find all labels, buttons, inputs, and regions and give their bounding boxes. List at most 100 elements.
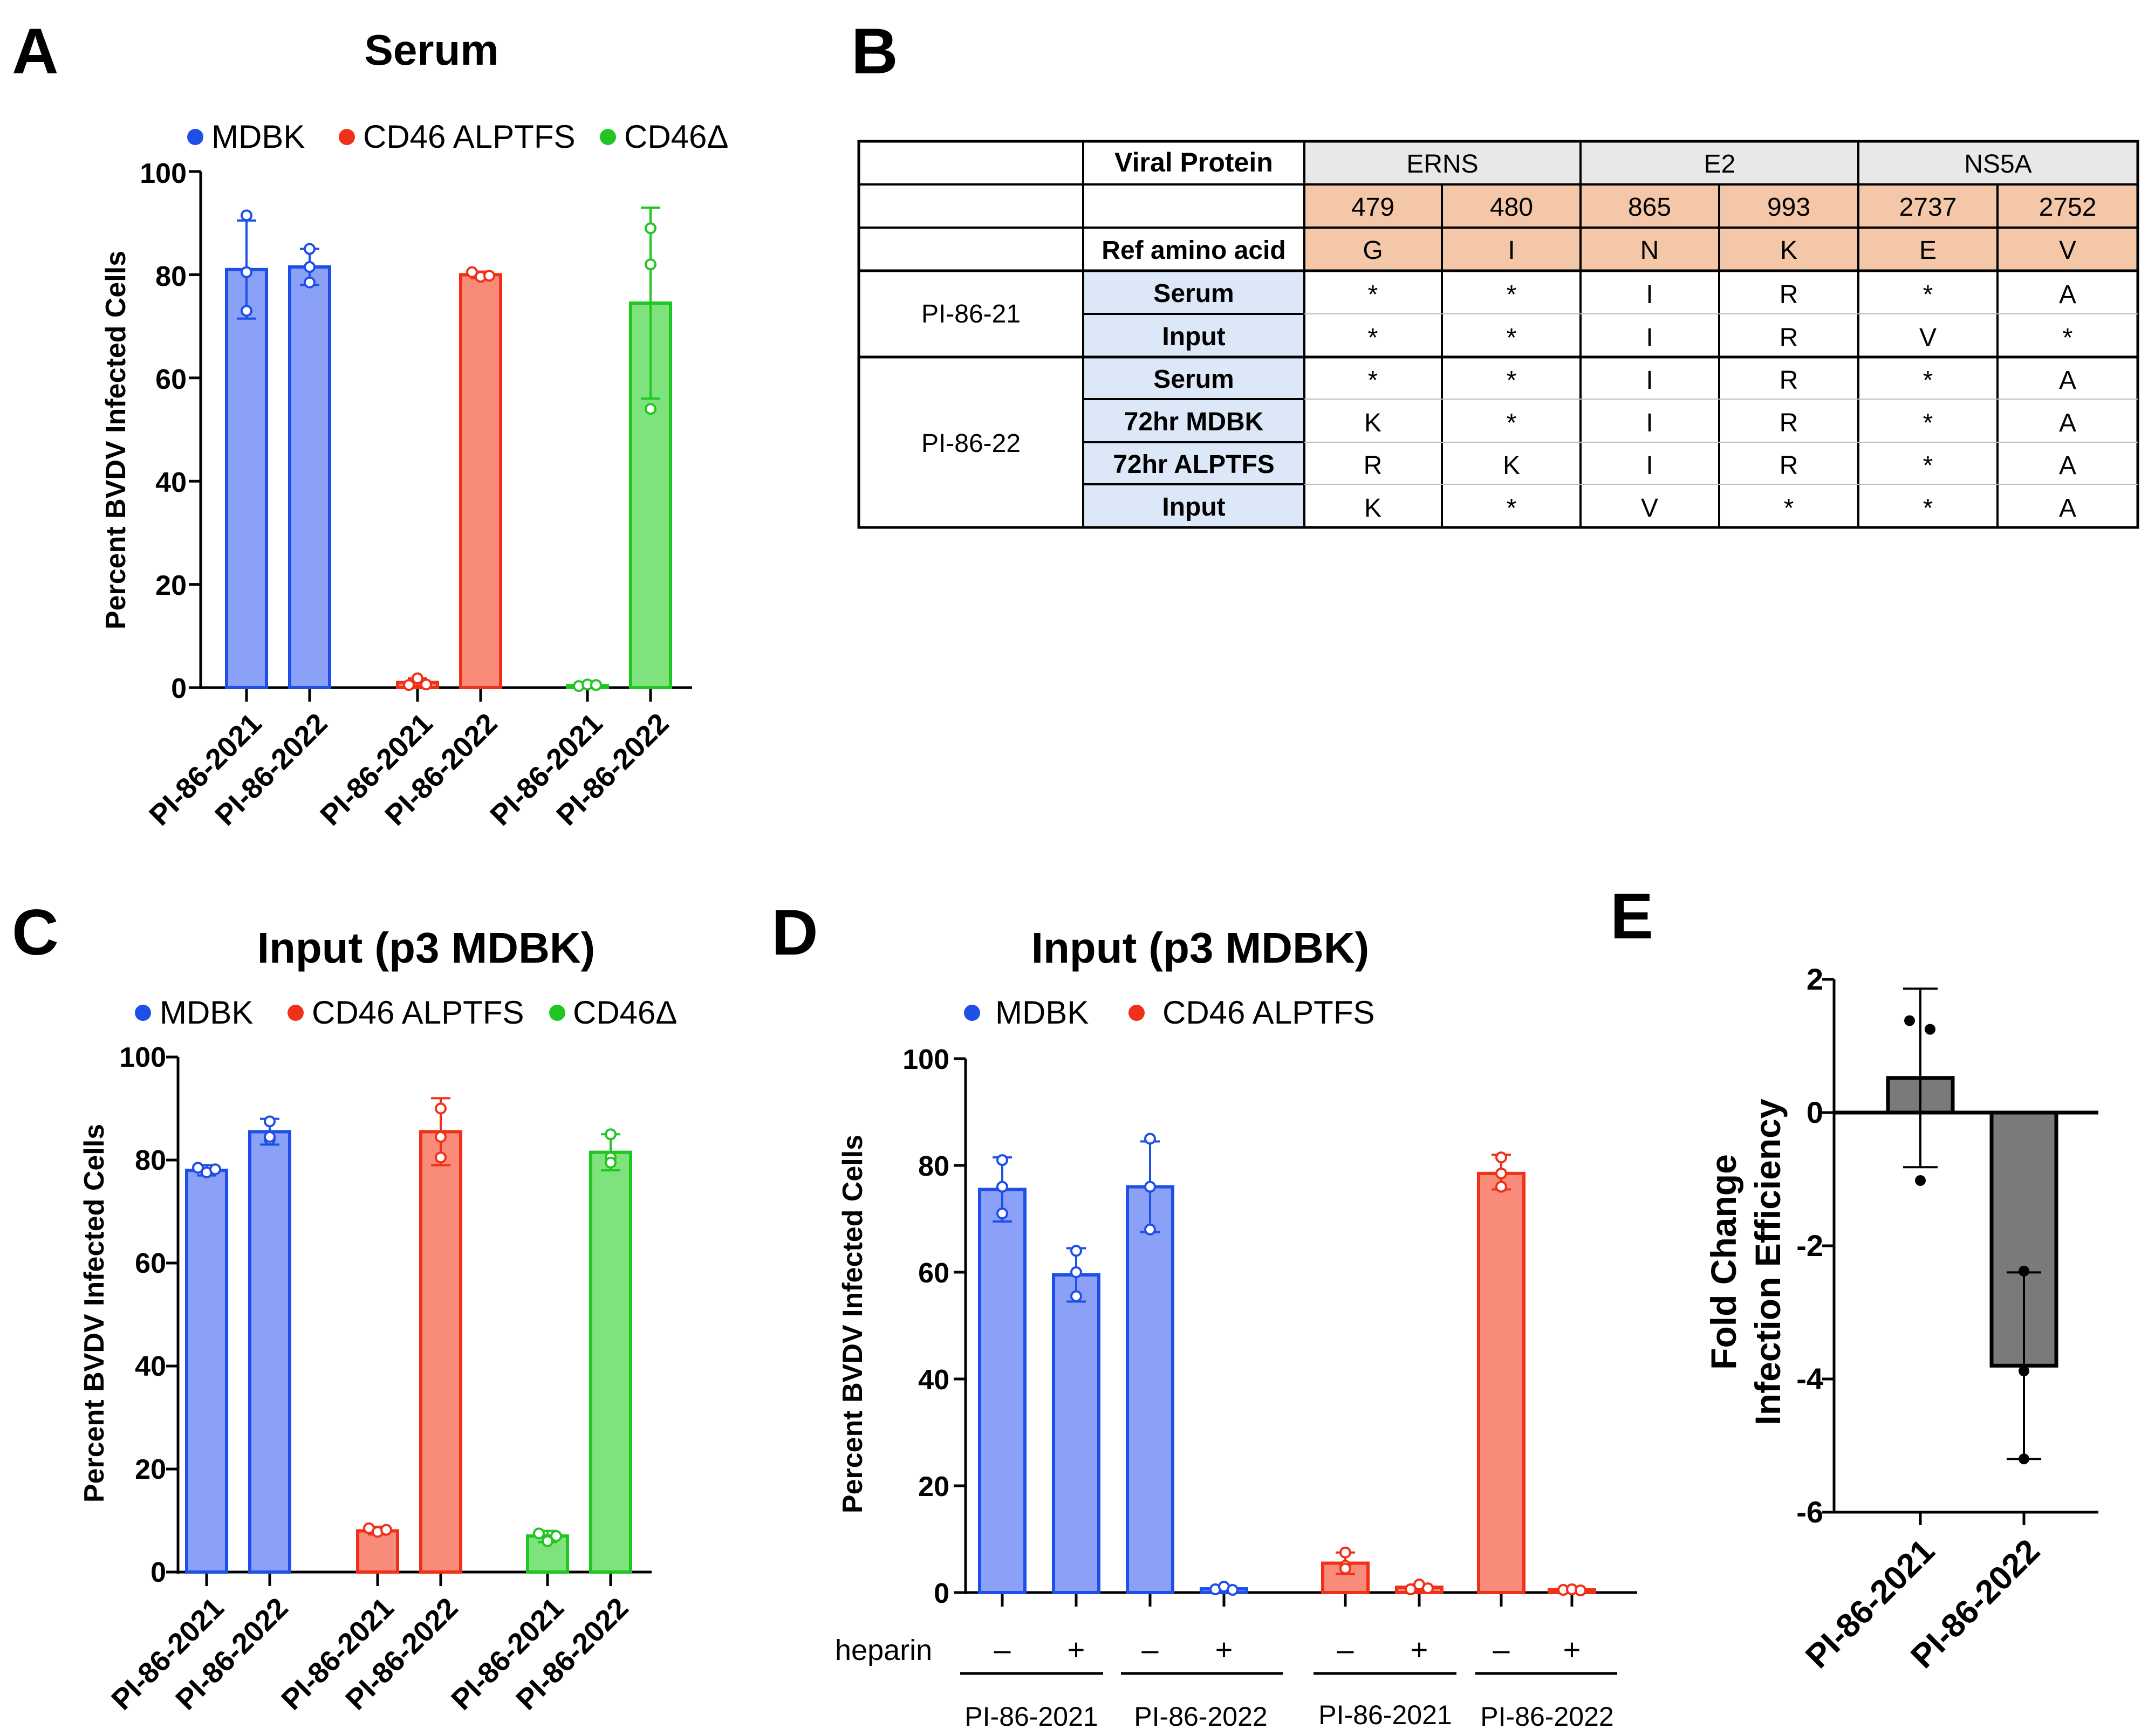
table-row: Input * * I R V * xyxy=(1162,323,2072,352)
data-point xyxy=(2019,1366,2029,1377)
data-point xyxy=(304,276,316,289)
legend-marker-mdbk xyxy=(187,129,203,145)
panel-a-title: Serum xyxy=(365,26,499,74)
table-cell: * xyxy=(1368,366,1378,395)
table-cell: K xyxy=(1364,494,1381,523)
bar xyxy=(419,1130,462,1574)
data-point xyxy=(605,1156,617,1169)
y-tick-label: 40 xyxy=(918,1364,949,1396)
table-cell: K xyxy=(1364,409,1381,437)
y-tick-label: -6 xyxy=(1796,1495,1823,1529)
panel-e-plot-area xyxy=(1822,978,2098,1525)
sample-label: Input xyxy=(1162,323,1225,351)
y-tick-label: 100 xyxy=(902,1044,949,1075)
data-point xyxy=(996,1181,1008,1193)
data-point xyxy=(542,1535,553,1547)
table-cell: R xyxy=(1364,451,1383,480)
bar xyxy=(225,267,268,689)
ref-amino-acid-label: Ref amino acid xyxy=(1102,236,1285,265)
y-tick-label: 60 xyxy=(155,364,187,395)
group-label: PI-86-2022 xyxy=(1480,1701,1613,1732)
legend-marker-cd46-alptfs xyxy=(1128,1005,1145,1021)
table-row: Serum * * I R * A xyxy=(1153,365,2076,395)
table-cell: * xyxy=(1507,280,1517,309)
legend-marker-cd46-delta xyxy=(549,1005,565,1021)
y-tick-label: 100 xyxy=(140,158,187,189)
table-cell: I xyxy=(1646,409,1653,437)
y-tick-label: 0 xyxy=(171,673,187,704)
panel-letter-a: A xyxy=(12,15,59,87)
protein-header: ERNS xyxy=(1406,150,1478,179)
table-cell: * xyxy=(1507,324,1517,352)
data-point xyxy=(304,261,316,273)
legend-label-cd46-delta: CD46Δ xyxy=(573,994,677,1031)
ref-value: N xyxy=(1640,236,1659,265)
ref-value: V xyxy=(2059,236,2076,265)
y-tick-label: -4 xyxy=(1796,1362,1823,1396)
heparin-sign: + xyxy=(1068,1632,1085,1666)
data-point xyxy=(435,1131,447,1143)
sample-label: Input xyxy=(1162,493,1225,522)
panel-c-title: Input (p3 MDBK) xyxy=(257,924,596,972)
ref-value: E xyxy=(1919,236,1937,265)
legend-label-cd46-alptfs: CD46 ALPTFS xyxy=(1162,994,1375,1031)
heparin-sign: – xyxy=(1337,1632,1354,1666)
position-header: 479 xyxy=(1351,193,1394,222)
data-point xyxy=(996,1154,1008,1167)
data-point xyxy=(435,1151,447,1164)
table-cell: I xyxy=(1646,451,1653,480)
sample-label: 72hr ALPTFS xyxy=(1113,450,1275,479)
table-cell: * xyxy=(1923,366,1933,395)
panel-a-legend: MDBK CD46 ALPTFS CD46Δ xyxy=(187,119,728,155)
data-point xyxy=(1495,1151,1507,1164)
position-header: 2752 xyxy=(2039,193,2097,222)
ref-value: G xyxy=(1363,236,1383,265)
table-cell: * xyxy=(1784,494,1794,523)
data-point xyxy=(1339,1546,1351,1559)
data-point xyxy=(209,1163,221,1176)
data-point xyxy=(1227,1584,1239,1596)
panel-a-plot-area xyxy=(189,170,692,702)
table-cell: V xyxy=(1641,494,1658,523)
panel-e-ylabel-line1: Fold Change xyxy=(1704,1154,1743,1370)
heparin-label: heparin xyxy=(835,1634,932,1666)
table-cell: * xyxy=(1507,366,1517,395)
group-label: PI-86-2022 xyxy=(1134,1701,1267,1732)
y-tick-label: 20 xyxy=(135,1454,166,1485)
data-point xyxy=(996,1207,1008,1220)
data-point xyxy=(2019,1453,2029,1465)
y-tick-label: -2 xyxy=(1796,1229,1823,1262)
data-point xyxy=(2019,1265,2029,1277)
data-point xyxy=(645,222,656,235)
table-cell: R xyxy=(1780,451,1798,480)
table-cell: A xyxy=(2059,366,2076,395)
data-point xyxy=(403,679,415,691)
panel-letter-c: C xyxy=(12,896,59,969)
table-cell: I xyxy=(1646,324,1653,352)
data-point xyxy=(241,305,252,317)
heparin-sign: – xyxy=(1493,1632,1510,1666)
y-tick-label: 40 xyxy=(135,1351,166,1382)
y-tick-label: 20 xyxy=(918,1471,949,1502)
table-cell: * xyxy=(1923,409,1933,437)
data-point xyxy=(605,1128,617,1141)
panel-letter-d: D xyxy=(771,896,818,969)
position-header: 480 xyxy=(1490,193,1533,222)
y-tick-label: 60 xyxy=(918,1258,949,1289)
data-point xyxy=(1495,1181,1507,1193)
panel-d-legend: MDBK CD46 ALPTFS xyxy=(964,994,1375,1031)
heparin-sign: – xyxy=(994,1632,1011,1666)
legend-marker-cd46-alptfs xyxy=(339,129,355,145)
y-tick-label: 0 xyxy=(934,1578,949,1609)
position-header: 993 xyxy=(1767,193,1810,222)
panel-c-legend: MDBK CD46 ALPTFS CD46Δ xyxy=(135,994,677,1031)
panel-letter-b: B xyxy=(851,15,898,87)
table-cell: R xyxy=(1780,324,1798,352)
ref-value: K xyxy=(1780,236,1797,265)
table-cell: R xyxy=(1780,366,1798,395)
data-point xyxy=(1144,1223,1156,1236)
protein-header: NS5A xyxy=(1964,150,2031,179)
data-point xyxy=(241,209,252,222)
table-cell: A xyxy=(2059,280,2076,309)
legend-marker-mdbk xyxy=(964,1005,980,1021)
